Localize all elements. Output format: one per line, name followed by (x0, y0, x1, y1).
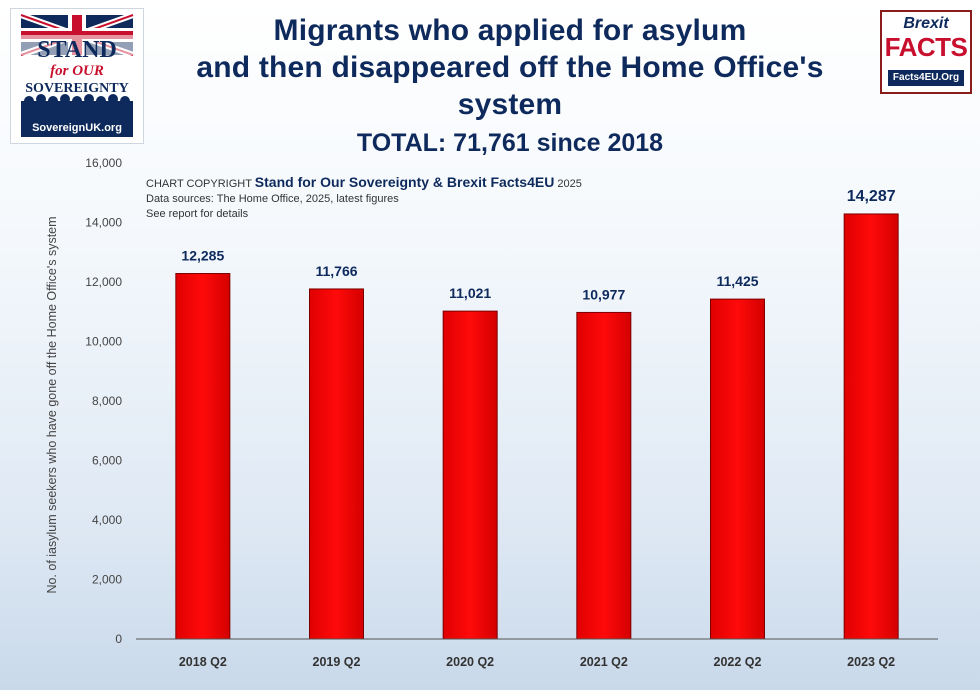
value-label: 11,021 (449, 285, 491, 301)
x-tick-label: 2022 Q2 (714, 655, 762, 669)
y-tick-label: 8,000 (92, 394, 122, 408)
x-tick-label: 2021 Q2 (580, 655, 628, 669)
x-tick-label: 2023 Q2 (847, 655, 895, 669)
logo-left-url: SovereignUK.org (21, 119, 133, 137)
bar-2019-q2 (309, 288, 364, 640)
y-tick-label: 16,000 (85, 156, 122, 170)
y-tick-label: 14,000 (85, 216, 122, 230)
logo-facts-text: FACTS (884, 32, 968, 62)
copyright-note: CHART COPYRIGHT Stand for Our Sovereignt… (146, 174, 582, 220)
title-block: Migrants who applied for asylum and then… (140, 12, 880, 161)
bar-2020-q2 (442, 310, 498, 640)
x-tick-label: 2018 Q2 (179, 655, 227, 669)
logo-right-url: Facts4EU.Org (888, 70, 964, 86)
copyright-year: 2025 (554, 178, 582, 190)
chart-subtitle-total: TOTAL: 71,761 since 2018 (356, 129, 664, 157)
y-tick-label: 2,000 (92, 573, 122, 587)
value-label: 14,287 (847, 188, 896, 205)
stand-for-our-sovereignty-logo: STAND for OUR SOVEREIGNTY SovereignUK.or… (10, 8, 144, 144)
union-flag-icon (19, 12, 135, 119)
logo-for-our-text: for OUR (50, 63, 104, 79)
copyright-line: CHART COPYRIGHT Stand for Our Sovereignt… (146, 174, 582, 190)
value-label: 12,285 (181, 248, 224, 264)
value-labels: 12,285 11,766 11,021 10,977 11,425 14,287 (181, 188, 895, 302)
data-sources-line: Data sources: The Home Office, 2025, lat… (146, 193, 399, 205)
logo-brexit-text: Brexit (903, 15, 949, 32)
bar-2021-q2 (576, 311, 632, 640)
logo-sovereignty-text: SOVEREIGNTY (25, 81, 129, 96)
y-tick-label: 0 (115, 632, 122, 646)
value-label: 10,977 (582, 286, 625, 302)
logo-stand-text: STAND (37, 37, 117, 63)
y-tick-label: 10,000 (85, 335, 122, 349)
y-tick-label: 12,000 (85, 275, 122, 289)
bar-2023-q2 (843, 213, 899, 640)
x-tick-label: 2019 Q2 (313, 655, 361, 669)
bars (175, 213, 899, 640)
x-tick-label: 2020 Q2 (446, 655, 494, 669)
y-tick-label: 6,000 (92, 454, 122, 468)
y-axis-ticks: 0 2,000 4,000 6,000 8,000 10,000 12,000 14,000 1… (85, 156, 122, 646)
copyright-owner: Stand for Our Sovereignty & Brexit Facts… (254, 174, 555, 190)
x-axis-ticks: 2018 Q2 2019 Q2 2020 Q2 2021 Q2 2022 Q2 2023 … (179, 655, 895, 669)
copyright-prefix: CHART COPYRIGHT (146, 178, 255, 190)
value-label: 11,425 (716, 273, 758, 289)
chart-title-line2: and then disappeared off the Home Office… (196, 51, 824, 121)
value-label: 11,766 (315, 263, 357, 279)
details-line: See report for details (146, 208, 249, 220)
chart-title-line1: Migrants who applied for asylum (273, 14, 747, 47)
bar-2018-q2 (175, 273, 231, 640)
brexit-facts-logo: Brexit FACTS Facts4EU.Org (880, 10, 972, 94)
bar-2022-q2 (710, 298, 765, 640)
y-tick-label: 4,000 (92, 513, 122, 527)
